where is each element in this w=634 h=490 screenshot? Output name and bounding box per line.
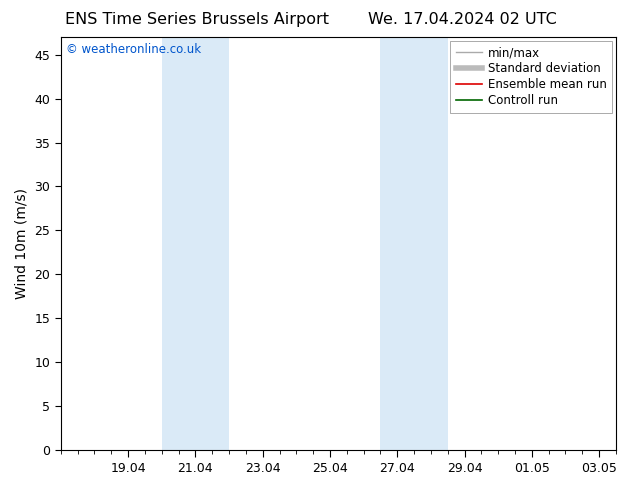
Bar: [380, 37, 448, 450]
Y-axis label: Wind 10m (m/s): Wind 10m (m/s): [15, 188, 29, 299]
Bar: [162, 37, 229, 450]
Text: ENS Time Series Brussels Airport: ENS Time Series Brussels Airport: [65, 12, 328, 27]
Text: © weatheronline.co.uk: © weatheronline.co.uk: [67, 43, 202, 56]
Legend: min/max, Standard deviation, Ensemble mean run, Controll run: min/max, Standard deviation, Ensemble me…: [450, 41, 612, 113]
Text: We. 17.04.2024 02 UTC: We. 17.04.2024 02 UTC: [368, 12, 557, 27]
